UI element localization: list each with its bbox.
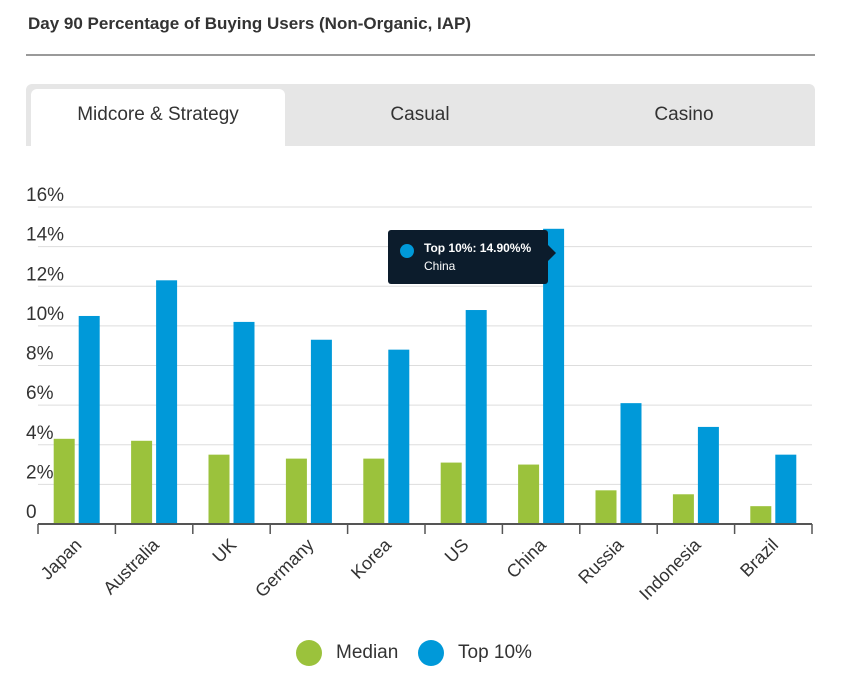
y-tick-label: 6% <box>26 383 54 404</box>
title-divider <box>26 54 815 56</box>
y-tick-label: 12% <box>26 264 64 285</box>
x-tick-label: Russia <box>574 534 628 588</box>
x-tick-label: UK <box>208 535 240 567</box>
tooltip-pointer <box>548 245 556 261</box>
bar-median[interactable] <box>131 440 153 524</box>
y-tick-label: 14% <box>26 225 64 246</box>
y-tick-label: 4% <box>26 423 54 444</box>
bar-top10[interactable] <box>233 321 255 524</box>
x-tick-label: Germany <box>251 535 317 601</box>
bar-top10[interactable] <box>775 454 797 524</box>
bar-top10[interactable] <box>388 349 410 524</box>
legend-swatch-top10 <box>418 640 444 666</box>
bar-top10[interactable] <box>620 403 642 524</box>
x-tick-label: US <box>441 535 473 567</box>
bar-median[interactable] <box>363 458 385 524</box>
legend-item-median[interactable]: Median <box>296 638 398 668</box>
bar-top10[interactable] <box>697 426 719 524</box>
bar-median[interactable] <box>518 464 540 524</box>
y-tick-label: 2% <box>26 462 54 483</box>
y-tick-label: 10% <box>26 304 64 325</box>
tab-bar: Midcore & Strategy Casual Casino <box>26 84 815 146</box>
legend-label-top10: Top 10% <box>458 642 532 663</box>
y-tick-label: 0 <box>26 502 37 523</box>
bar-top10[interactable] <box>78 315 100 524</box>
x-tick-label: China <box>503 534 551 582</box>
tab-midcore-strategy[interactable]: Midcore & Strategy <box>31 89 285 146</box>
x-tick-label: Korea <box>347 534 396 583</box>
tab-casino[interactable]: Casino <box>654 104 714 125</box>
x-tick-label: Australia <box>99 534 163 598</box>
bar-top10[interactable] <box>543 228 565 524</box>
tab-casual[interactable]: Casual <box>390 104 450 125</box>
chart-legend: Median Top 10% <box>0 638 851 668</box>
tooltip-category: China <box>424 259 456 273</box>
legend-label-median: Median <box>336 642 399 663</box>
bar-chart: 0 2% 4% 6% 8% 10% 12% 14% 16% Japan Australia UK Ger… <box>26 185 813 604</box>
bar-median[interactable] <box>595 490 617 524</box>
legend-swatch-median <box>296 640 322 666</box>
x-tick-label: Brazil <box>736 535 782 581</box>
y-tick-label: 16% <box>26 185 64 206</box>
bar-median[interactable] <box>440 462 462 524</box>
legend-item-top10[interactable]: Top 10% <box>418 638 532 668</box>
bar-median[interactable] <box>672 494 694 524</box>
bar-top10[interactable] <box>156 280 178 524</box>
bar-median[interactable] <box>750 506 772 524</box>
bar-top10[interactable] <box>310 339 332 524</box>
tooltip-swatch <box>400 244 414 258</box>
chart-tooltip: Top 10%: 14.90%% China <box>388 230 556 284</box>
chart-title: Day 90 Percentage of Buying Users (Non-O… <box>28 14 472 33</box>
bar-median[interactable] <box>285 458 307 524</box>
bar-median[interactable] <box>208 454 230 524</box>
bar-median[interactable] <box>53 438 75 524</box>
bar-top10[interactable] <box>465 310 487 524</box>
y-tick-label: 8% <box>26 344 54 365</box>
tooltip-value: Top 10%: 14.90%% <box>424 241 532 255</box>
x-tick-label: Indonesia <box>635 534 705 604</box>
x-tick-label: Japan <box>37 535 86 584</box>
